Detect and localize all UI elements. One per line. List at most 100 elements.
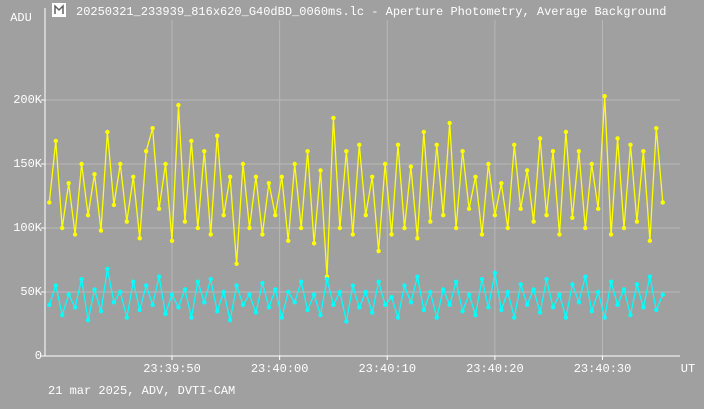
- data-point: [156, 206, 162, 211]
- data-point: [357, 142, 362, 147]
- data-point: [72, 232, 78, 237]
- data-point: [453, 225, 459, 231]
- data-point: [79, 161, 84, 167]
- y-tick-label: 100K: [13, 221, 43, 235]
- data-point: [544, 277, 549, 282]
- data-point: [460, 149, 465, 154]
- data-point: [512, 142, 517, 147]
- data-point: [92, 287, 97, 292]
- data-point: [615, 136, 620, 141]
- y-tick-label: 200K: [13, 93, 43, 107]
- data-point: [331, 115, 336, 121]
- data-point: [382, 302, 388, 307]
- data-point: [273, 213, 278, 218]
- series-line: [48, 96, 664, 277]
- x-tick-label: 23:40:00: [251, 362, 309, 376]
- data-point: [47, 200, 52, 205]
- data-point: [479, 232, 485, 237]
- data-point: [131, 174, 136, 179]
- data-point: [376, 248, 381, 254]
- data-point: [344, 149, 349, 154]
- data-point: [298, 279, 304, 284]
- data-point: [441, 213, 446, 218]
- data-point: [421, 307, 427, 313]
- data-point: [182, 219, 188, 224]
- data-point: [621, 287, 627, 292]
- data-point: [589, 309, 594, 314]
- data-point: [654, 307, 659, 313]
- data-point: [608, 232, 614, 237]
- data-point: [286, 238, 291, 243]
- data-point: [176, 305, 181, 310]
- data-point: [570, 282, 575, 287]
- data-point: [215, 133, 220, 139]
- data-point: [654, 125, 659, 131]
- data-point: [66, 181, 71, 186]
- data-point: [79, 277, 84, 282]
- data-point: [576, 149, 582, 154]
- data-point: [628, 142, 633, 147]
- data-point: [647, 238, 653, 243]
- data-point: [557, 232, 562, 237]
- data-point: [311, 292, 317, 297]
- y-tick-label: 150K: [13, 157, 43, 171]
- data-point: [608, 279, 614, 284]
- y-tick-label: 0: [35, 349, 42, 363]
- data-point: [292, 300, 297, 305]
- series-line: [48, 268, 664, 322]
- data-point: [247, 225, 252, 231]
- data-point: [182, 287, 188, 292]
- data-point: [350, 232, 356, 237]
- data-point: [641, 149, 646, 154]
- data-point: [389, 232, 394, 237]
- data-point: [479, 277, 485, 282]
- data-point: [350, 283, 356, 288]
- data-point: [163, 161, 168, 167]
- data-point: [408, 300, 414, 305]
- data-point: [195, 279, 201, 284]
- data-point: [279, 174, 284, 179]
- data-point: [389, 294, 394, 300]
- data-point: [537, 310, 543, 315]
- data-point: [395, 142, 401, 147]
- data-point: [596, 289, 601, 295]
- data-point: [98, 228, 104, 233]
- data-point: [53, 138, 58, 144]
- data-point: [305, 149, 310, 154]
- data-point: [505, 289, 510, 295]
- data-point: [596, 206, 601, 211]
- data-point: [570, 215, 575, 220]
- data-point: [395, 315, 401, 320]
- data-point: [531, 287, 536, 292]
- footer: 21 mar 2025, ADV, DVTI-CAM: [48, 384, 235, 398]
- data-point: [453, 279, 459, 284]
- data-point: [189, 138, 194, 144]
- x-tick-label: 23:40:10: [358, 362, 416, 376]
- data-point: [208, 232, 213, 237]
- data-point: [169, 292, 175, 297]
- data-point: [150, 302, 155, 307]
- data-point: [47, 302, 52, 307]
- data-point: [137, 307, 142, 313]
- data-point: [557, 292, 562, 297]
- data-point: [408, 164, 414, 169]
- data-point: [337, 289, 343, 295]
- data-point: [60, 225, 65, 231]
- data-point: [227, 317, 233, 323]
- data-point: [111, 202, 117, 208]
- data-point: [524, 302, 530, 307]
- data-point: [260, 232, 265, 237]
- data-point: [221, 213, 226, 218]
- data-point: [434, 315, 439, 320]
- data-point: [486, 161, 491, 167]
- data-point: [415, 236, 420, 241]
- data-point: [563, 315, 569, 320]
- data-point: [253, 174, 259, 179]
- data-point: [253, 310, 259, 315]
- data-point: [621, 225, 627, 231]
- data-point: [98, 309, 104, 314]
- data-point: [518, 282, 523, 287]
- data-point: [53, 283, 58, 288]
- data-point: [279, 315, 284, 320]
